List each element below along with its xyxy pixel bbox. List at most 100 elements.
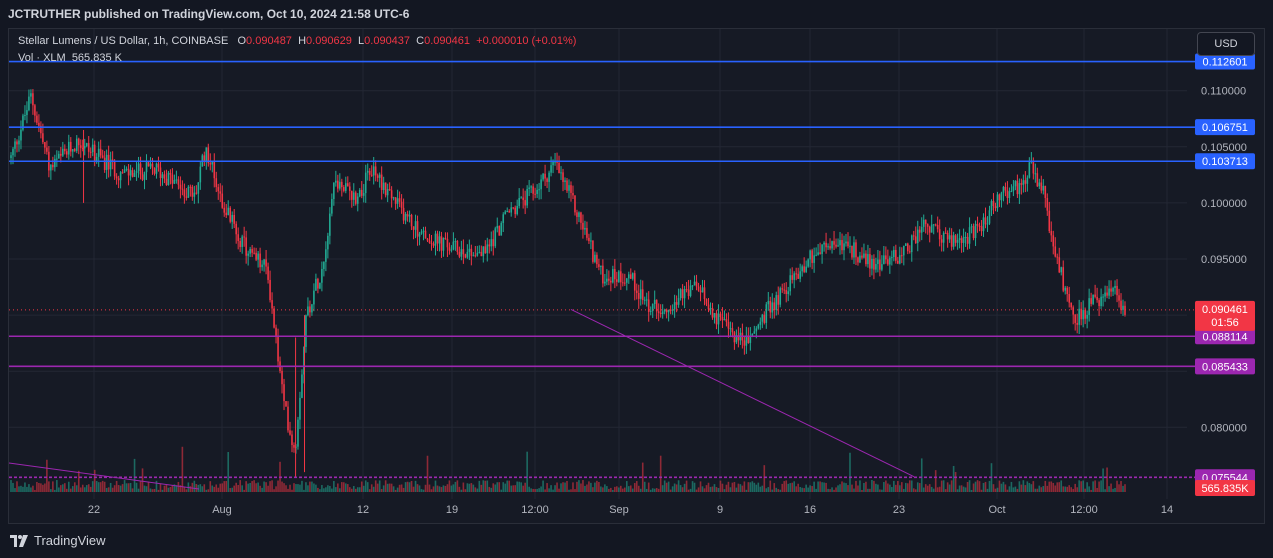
candle-body <box>113 161 116 177</box>
volume-bar <box>966 481 969 492</box>
volume-bar <box>432 486 435 492</box>
candle-body <box>1122 305 1124 310</box>
candle-body <box>32 93 34 106</box>
candle-body <box>582 222 584 230</box>
volume-bar <box>673 483 676 492</box>
volume-bar <box>380 489 383 492</box>
candle-body <box>841 240 843 251</box>
volume-bar <box>918 483 921 492</box>
candle-body <box>719 313 722 317</box>
candle-body <box>701 287 704 293</box>
volume-bar <box>297 484 299 492</box>
candle-body <box>825 242 827 248</box>
candle-body <box>966 236 969 244</box>
candle-body <box>1120 300 1122 310</box>
volume-bar <box>195 484 198 492</box>
candle-body <box>912 235 915 237</box>
volume-bar <box>910 480 913 492</box>
volume-bar <box>295 484 297 492</box>
candle-body <box>679 289 682 299</box>
volume-bar <box>685 480 688 492</box>
candle-body <box>91 144 94 153</box>
candle-body <box>532 186 534 194</box>
volume-bar <box>651 488 654 492</box>
candle-body <box>327 235 329 250</box>
volume-bar <box>83 487 86 492</box>
volume-bar <box>346 484 349 492</box>
volume-bar <box>695 489 698 492</box>
level-tag-bg <box>1195 328 1255 345</box>
candle-body <box>12 148 14 156</box>
candle-body <box>711 308 714 318</box>
candle-body <box>643 299 646 301</box>
candle-body <box>524 200 526 206</box>
volume-bar <box>426 455 429 492</box>
volume-bar <box>245 481 247 492</box>
volume-bar <box>22 486 24 492</box>
candle-body <box>1072 307 1074 315</box>
volume-bar <box>40 483 42 492</box>
volume-bar <box>612 489 614 492</box>
candle-body <box>237 234 239 242</box>
volume-bar <box>450 485 453 492</box>
volume-bar <box>703 488 706 492</box>
volume-bar <box>257 482 259 492</box>
candle-body <box>251 248 253 253</box>
volume-bar <box>16 481 18 492</box>
candle-body <box>173 179 176 184</box>
volume-bar <box>293 483 295 492</box>
candle-body <box>307 306 309 316</box>
price-chart[interactable]: 0.110000 0.105000 0.100000 0.095000 0.080000… <box>9 29 1264 523</box>
candle-body <box>1078 308 1080 325</box>
volume-bar <box>942 480 945 492</box>
volume-bar <box>960 485 963 492</box>
volume-bar <box>319 489 321 492</box>
volume-bar <box>285 485 287 492</box>
candle-body <box>87 143 90 152</box>
candle-body <box>159 167 162 178</box>
candle-body <box>323 261 325 269</box>
candle-body <box>151 163 154 169</box>
candle-body <box>257 253 259 260</box>
ohlc-legend: Stellar Lumens / US Dollar, 1h, COINBASE… <box>18 35 576 47</box>
candle-body <box>723 319 726 321</box>
candle-body <box>157 163 160 168</box>
volume-bar <box>93 469 96 492</box>
volume-bar <box>193 480 196 492</box>
y-tick-label: 0.110000 <box>1201 86 1246 98</box>
candle-body <box>115 176 118 179</box>
tradingview-logo[interactable]: TradingView <box>10 533 106 548</box>
volume-bar <box>219 483 222 492</box>
volume-bar <box>1104 489 1106 492</box>
candle-body <box>309 306 311 313</box>
candle-body <box>1052 235 1055 247</box>
volume-bar <box>586 484 588 492</box>
volume-trend-line <box>9 462 200 490</box>
volume-bar <box>372 486 375 492</box>
candle-body <box>1080 308 1082 320</box>
volume-bar <box>1120 481 1122 492</box>
volume-bar <box>745 489 748 492</box>
volume-bar <box>1050 481 1053 492</box>
candle-body <box>526 188 528 206</box>
volume-bar <box>526 451 528 492</box>
volume-bar <box>520 482 522 492</box>
candle-body <box>434 233 437 246</box>
candle-body <box>301 374 303 398</box>
candle-body <box>335 180 337 183</box>
volume-bar <box>468 483 471 492</box>
candle-body <box>402 207 405 221</box>
volume-bar <box>841 481 843 492</box>
volume-bar <box>574 489 576 492</box>
currency-button[interactable]: USD <box>1197 32 1255 56</box>
candle-body <box>853 242 855 258</box>
volume-bar <box>303 489 305 492</box>
level-tag-label: 0.088114 <box>1202 331 1247 343</box>
candle-body <box>1036 173 1039 187</box>
candle-body <box>123 169 126 173</box>
candle-body <box>105 154 108 170</box>
candle-body <box>1060 267 1063 273</box>
candle-body <box>450 249 453 251</box>
candle-body <box>1076 322 1078 325</box>
volume-bar <box>177 481 180 492</box>
